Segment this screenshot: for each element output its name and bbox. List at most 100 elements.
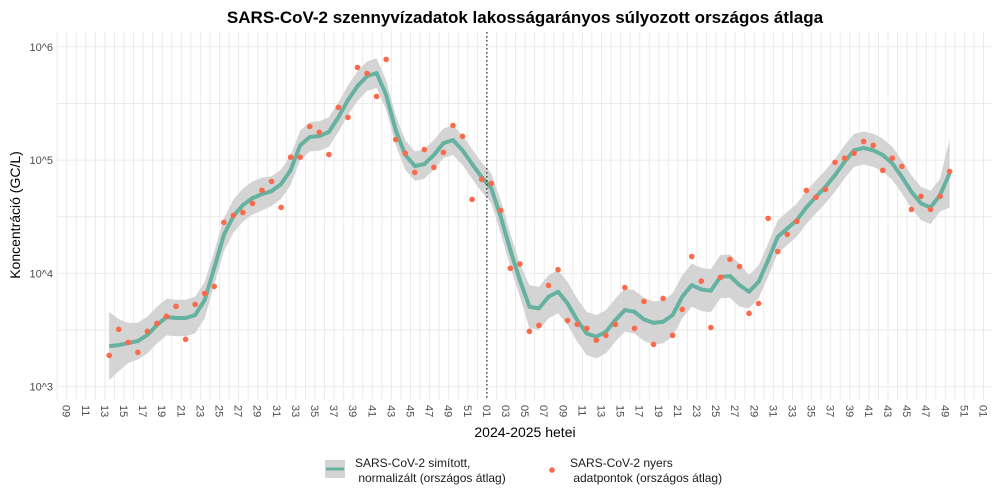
raw-data-point: [411, 169, 418, 176]
legend-key-point: [549, 467, 555, 473]
raw-data-point: [440, 149, 447, 156]
x-tick-label: 05: [518, 405, 530, 417]
x-tick-label: 19: [652, 405, 664, 417]
raw-data-point: [163, 313, 170, 320]
x-tick-label: 11: [79, 405, 91, 416]
raw-data-point: [201, 290, 208, 297]
x-tick-label: 31: [270, 405, 282, 417]
raw-data-point: [488, 180, 494, 187]
raw-data-point: [478, 176, 485, 183]
x-tick-label: 37: [824, 405, 836, 417]
raw-data-point: [135, 349, 141, 356]
x-tick-label: 51: [957, 405, 969, 417]
legend-item-raw: SARS-CoV-2 nyers adatpontok (országos át…: [549, 456, 722, 485]
raw-data-point: [622, 284, 628, 291]
x-tick-label: 25: [213, 405, 225, 417]
x-tick-label: 17: [633, 405, 645, 417]
y-tick-label: 10^3: [29, 382, 53, 394]
raw-data-point: [173, 303, 179, 310]
raw-data-point: [249, 200, 256, 207]
raw-data-point: [688, 253, 695, 260]
x-tick-label: 31: [766, 405, 778, 417]
x-tick-label: 33: [786, 405, 798, 417]
x-tick-label: 15: [117, 405, 129, 417]
raw-data-point: [851, 150, 857, 157]
x-tick-label: 23: [690, 405, 702, 417]
confidence-band: [109, 58, 950, 381]
raw-data-point: [383, 56, 389, 63]
raw-data-point: [278, 204, 284, 211]
raw-data-point: [946, 168, 953, 175]
x-tick-label: 35: [308, 405, 320, 417]
raw-data-point: [192, 301, 198, 308]
raw-data-point: [268, 178, 275, 185]
x-tick-label: 21: [671, 405, 683, 417]
raw-data-point: [669, 332, 676, 339]
x-tick-label: 33: [289, 405, 301, 417]
raw-data-point: [402, 150, 409, 157]
raw-data-point: [316, 129, 323, 136]
raw-data-point: [784, 231, 791, 238]
raw-data-point: [564, 317, 571, 324]
raw-data-point: [631, 325, 638, 332]
raw-data-point: [841, 155, 848, 161]
legend: SARS-CoV-2 simított, normalizált (ország…: [325, 456, 722, 485]
x-tick-label: 45: [900, 405, 912, 417]
confidence-band-area: [109, 58, 950, 381]
legend-label-raw-line2: adatpontok (országos átlag): [570, 471, 722, 485]
x-tick-label: 43: [881, 405, 893, 417]
raw-data-point: [545, 282, 552, 289]
raw-data-point: [918, 193, 924, 200]
x-tick-label: 09: [60, 405, 72, 417]
raw-data-point: [774, 248, 781, 255]
raw-data-point: [497, 207, 504, 214]
raw-data-point: [708, 324, 714, 331]
raw-data-point: [765, 215, 771, 222]
raw-data-point: [335, 104, 342, 111]
raw-data-point: [612, 321, 619, 328]
x-tick-label: 01: [977, 405, 989, 417]
x-tick-label: 47: [919, 405, 931, 417]
raw-data-point: [860, 138, 867, 145]
raw-data-point: [717, 274, 724, 281]
x-tick-label: 45: [404, 405, 416, 417]
x-tick-label: 47: [423, 405, 435, 417]
y-axis-ticks: 10^3 10^4 10^5 10^6: [29, 42, 53, 394]
y-tick-label: 10^6: [29, 42, 53, 54]
raw-data-point: [240, 209, 246, 216]
raw-data-point: [813, 194, 819, 201]
x-tick-label: 13: [595, 405, 607, 417]
raw-data-point: [306, 123, 313, 130]
raw-data-point: [698, 278, 705, 284]
legend-label-smoothed-line1: SARS-CoV-2 simított,: [355, 456, 470, 470]
legend-label-smoothed-line2: normalizált (országos átlag): [355, 471, 506, 485]
x-tick-label: 25: [709, 405, 721, 417]
x-tick-label: 41: [862, 405, 874, 417]
raw-data-point: [125, 339, 132, 346]
x-tick-label: 29: [251, 405, 263, 417]
x-tick-label: 17: [136, 405, 148, 417]
x-tick-label: 27: [728, 405, 740, 417]
raw-data-point: [660, 295, 666, 302]
x-tick-label: 41: [365, 405, 377, 417]
raw-data-point: [937, 193, 943, 200]
x-tick-label: 29: [747, 405, 759, 417]
raw-data-point: [641, 298, 647, 305]
raw-data-point: [727, 256, 733, 263]
raw-data-point: [450, 122, 456, 129]
x-tick-label: 09: [556, 405, 568, 417]
grid: [56, 32, 992, 400]
raw-points: [106, 56, 953, 359]
raw-data-point: [115, 326, 122, 333]
raw-data-point: [803, 187, 810, 194]
x-tick-label: 51: [461, 405, 473, 417]
x-tick-label: 15: [614, 405, 626, 417]
raw-data-point: [583, 325, 590, 332]
raw-data-point: [746, 310, 752, 317]
y-tick-label: 10^5: [29, 155, 53, 167]
raw-data-point: [459, 133, 466, 140]
x-tick-label: 49: [442, 405, 454, 417]
raw-data-point: [287, 154, 294, 161]
x-tick-label: 49: [938, 405, 950, 417]
